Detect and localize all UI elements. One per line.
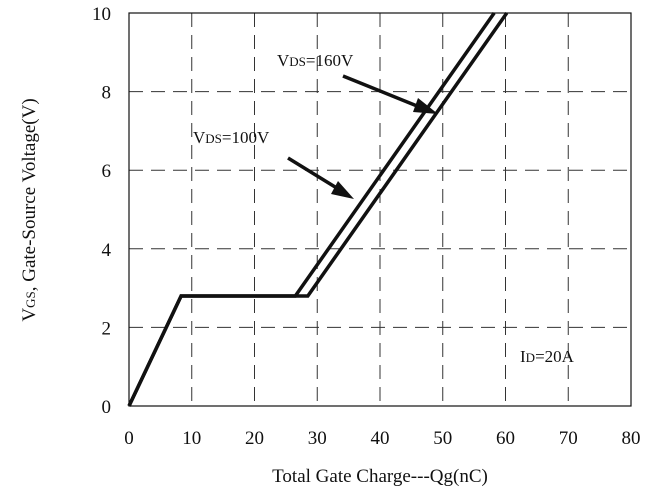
series-label-vds-100: VDS=100V [193, 128, 270, 147]
y-tick-label: 4 [102, 240, 112, 261]
series-label-vds-160: VDS=160V [277, 51, 354, 70]
y-tick-label: 10 [92, 4, 111, 25]
x-axis-label: Total Gate Charge---Qg(nC) [272, 466, 488, 487]
arrow-vds-160-shaft [342, 74, 423, 110]
x-tick-label: 0 [124, 428, 134, 449]
arrow-vds-100-shaft [287, 156, 341, 192]
series-label-vds-100-main: V [193, 128, 206, 147]
y-tick-label: 2 [102, 318, 112, 339]
y-axis-label-sub: GS [23, 291, 38, 308]
x-tick-label: 10 [182, 428, 201, 449]
x-tick-labels: 0 10 20 30 40 50 60 70 80 [124, 428, 640, 449]
series-label-vds-160-rest: =160V [306, 51, 354, 70]
arrow-vds-160-head [413, 98, 438, 114]
series-line-0 [127, 11, 496, 407]
annotation-id-sub: D [526, 350, 535, 365]
series-line-1 [127, 11, 509, 407]
x-tick-label: 50 [433, 428, 452, 449]
annotation-id-main: I [520, 347, 526, 366]
x-tick-label: 60 [496, 428, 515, 449]
y-tick-label: 6 [102, 161, 112, 182]
x-tick-label: 70 [559, 428, 578, 449]
x-tick-label: 40 [371, 428, 390, 449]
y-axis-label: VGS, Gate-Source Voltage(V) [19, 98, 40, 321]
annotation-id-20a: ID=20A [520, 347, 575, 366]
series-lines [127, 11, 509, 407]
plot-frame [128, 12, 632, 407]
annotation-id-rest: =20A [535, 347, 575, 366]
y-tick-label: 0 [102, 397, 112, 418]
x-tick-label: 20 [245, 428, 264, 449]
y-axis-label-main: V [19, 308, 40, 322]
series-label-vds-100-sub: DS [205, 131, 222, 146]
x-tick-label: 80 [622, 428, 641, 449]
series-label-vds-160-main: V [277, 51, 290, 70]
series-label-vds-160-sub: DS [289, 54, 306, 69]
y-tick-labels: 0 2 4 6 8 10 [92, 4, 112, 418]
y-axis-label-rest: , Gate-Source Voltage(V) [19, 98, 40, 291]
y-tick-label: 8 [102, 83, 112, 104]
arrow-vds-100-head [331, 181, 354, 199]
series-label-vds-100-rest: =100V [222, 128, 270, 147]
x-tick-label: 30 [308, 428, 327, 449]
